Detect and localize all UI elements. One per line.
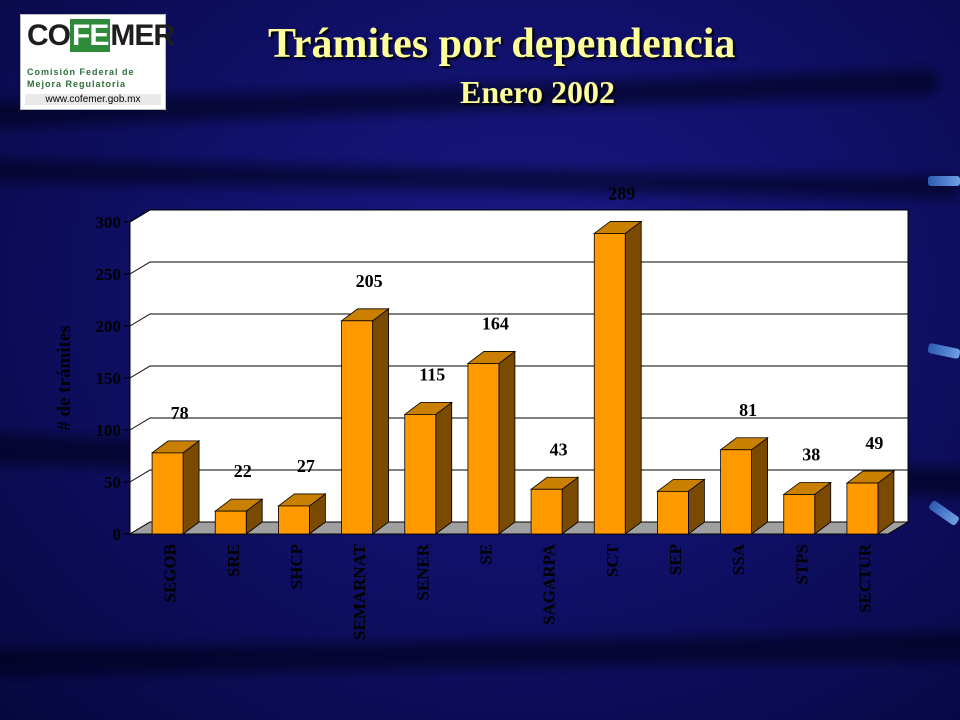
logo-line1: Comisión Federal de [27,67,135,77]
bar-shcp [277,493,327,535]
gridline [129,209,908,223]
axis-layer: 0 50 100 150 200 250 300 [96,209,908,544]
bar-side [624,220,642,535]
bar-stps [782,481,832,535]
y-axis-title: # de trámites [54,325,75,431]
logo-brand-left: CO [27,19,71,52]
logo-line2: Mejora Regulatoria [27,79,127,89]
y-tick-label: 0 [113,525,122,544]
bar-side [498,350,516,535]
data-label: 27 [297,456,315,476]
logo-url: www.cofemer.gob.mx [25,94,161,105]
data-label: 289 [608,183,635,203]
bar-front [783,494,816,535]
bars [150,220,896,535]
x-tick-label: SEP [666,544,685,575]
slide-title: Trámites por dependencia [268,21,736,67]
bar-sectur [845,470,896,535]
data-label: 22 [234,461,252,481]
bar-sre [214,498,264,535]
bar-front [593,233,626,535]
x-tick-label: SEGOB [161,544,180,603]
bar-front [341,320,373,535]
logo-brand-right: MER [110,19,175,52]
bar-sct [593,220,643,535]
y-tick-label: 300 [96,213,122,232]
gridline [129,417,908,431]
gridline [129,313,908,327]
bar-front [467,363,500,535]
x-tick-label: SCT [603,543,622,577]
x-tick-label: SE [476,544,495,565]
y-tick-label: 50 [104,473,121,492]
cofemer-logo: COFEMER Comisión Federal de Mejora Regul… [20,14,175,110]
labels: 78 SEGOB 22 SRE 27 SHCP 205 SEMARNAT 115 SENER 164… [161,183,884,640]
y-tick-label: 200 [96,317,122,336]
bar-front [404,413,437,535]
y-tick-label: 150 [96,369,122,388]
plot-area [128,209,910,535]
data-label: 38 [802,444,820,464]
edge-accent [928,176,960,186]
bar-sagarpa [529,476,580,535]
bar-front [278,505,310,535]
logo-brand: COFEMER [27,19,175,53]
logo-brand-mid: FE [70,19,111,52]
bar-front [530,488,563,535]
data-label: 81 [739,400,757,420]
bar-side [372,307,389,535]
gridline [129,365,908,379]
x-tick-label: SAGARPA [540,543,559,625]
bar-sep [656,478,706,535]
gridline [129,261,908,275]
bar-ssa [719,436,769,535]
x-tick-label: SENER [413,543,432,600]
slide-subtitle: Enero 2002 [460,74,615,110]
bar-semarnat [340,307,390,535]
x-tick-label: SSA [729,543,748,575]
x-tick-label: SHCP [287,544,306,589]
bar-se [466,350,517,535]
gridline [129,469,908,483]
bar-side [751,436,768,535]
y-tick-label: 100 [96,421,122,440]
x-tick-label: SECTUR [855,543,874,613]
bar-front [657,490,689,535]
data-label: 205 [356,271,383,291]
bar-front [151,452,184,535]
data-label: 43 [550,439,568,459]
data-label: 49 [865,433,883,453]
bar-sener [403,401,453,535]
plot-wall [129,209,909,535]
bar-side [182,440,200,535]
data-label: 78 [171,403,189,423]
bar-segob [150,440,201,535]
x-tick-label: SRE [224,544,243,577]
x-tick-label: STPS [792,544,811,585]
y-tick-label: 250 [96,265,122,284]
bar-side [435,401,453,535]
bar-front [846,482,879,535]
x-tick-label: SEMARNAT [350,543,369,640]
data-label: 164 [482,313,509,333]
bar-front [214,510,247,535]
bar-front [720,449,752,535]
data-label: 115 [419,364,445,384]
